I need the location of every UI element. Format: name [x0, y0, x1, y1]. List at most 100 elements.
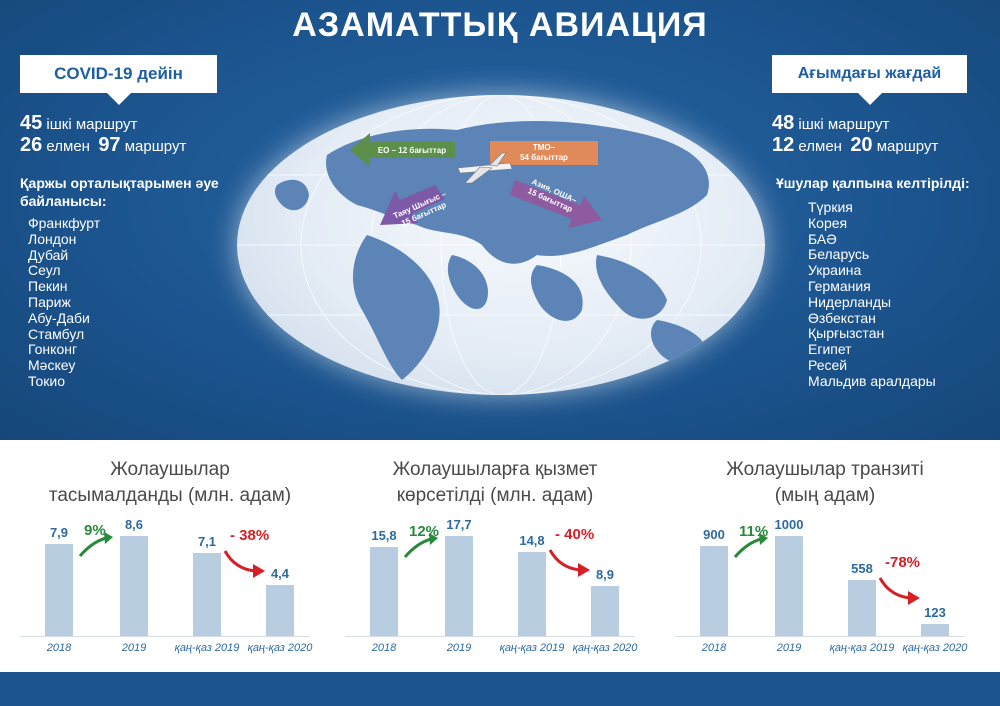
chart-x-label: 2019 [776, 642, 802, 654]
current-domestic-label: ішкі маршрут [798, 116, 890, 133]
cis-arrow-label: ТМО– 54 бағыттар [520, 143, 568, 162]
decline-percent: -78% [885, 554, 921, 572]
route-arrows [350, 133, 602, 228]
before-countries-label: елмен [46, 138, 90, 155]
current-state-heading: Ағымдағы жағдай [772, 55, 967, 105]
chart-bar [370, 547, 398, 636]
chart-value-label: 4,4 [270, 566, 290, 581]
growth-arrow-icon [78, 532, 113, 558]
growth-percent: 12% [409, 523, 440, 541]
chart-value-label: 123 [924, 605, 946, 620]
current-routes-label: маршрут [876, 138, 939, 155]
country-item: Ресей [808, 356, 848, 373]
growth-percent: 11% [739, 523, 769, 540]
chart-bar [445, 536, 473, 636]
country-item: Нидерланды [808, 293, 892, 310]
decline-arrow-icon [548, 549, 590, 578]
hub-item: Гонконг [28, 341, 78, 358]
chart-title: Жолаушылар тасымалданды (млн. адам) [48, 459, 292, 506]
country-item: Египет [808, 341, 852, 358]
country-item: Мальдив аралдары [808, 372, 936, 389]
chart-x-label: 2019 [121, 642, 147, 654]
eu-arrow-label: ЕО – 12 бағыттар [377, 146, 447, 155]
before-domestic-label: ішкі маршрут [46, 116, 138, 133]
chart-panel: Жолаушыларға қызмет көрсетілді (млн. ада… [345, 450, 645, 670]
asia-arrow-shape [510, 180, 602, 228]
hub-item: Пекин [28, 278, 68, 295]
hub-item: Токио [28, 372, 65, 389]
eu-arrow-shape [350, 133, 455, 167]
chart-x-label: 2018 [701, 642, 727, 654]
hub-item: Лондон [28, 230, 77, 247]
before-stats: 45 ішкі маршрут 26 елмен 97 маршрут [20, 113, 186, 157]
chart-panel: Жолаушылар тасымалданды (млн. адам) 7,9 20… [20, 450, 320, 670]
chart-bar [120, 536, 148, 636]
chart-x-label: қаң-қаз 2020 [902, 642, 968, 654]
before-countries-num: 26 [20, 134, 43, 156]
current-countries-num: 12 [772, 134, 795, 156]
page-title: АЗАМАТТЫҚ АВИАЦИЯ [292, 6, 708, 44]
chart-baseline [20, 636, 310, 637]
cis-arrow-shape [490, 141, 598, 165]
chart-baseline [675, 636, 965, 637]
before-routes-num: 97 [98, 134, 121, 156]
chart-x-label: 2018 [46, 642, 72, 654]
before-international-row: 26 елмен 97 маршрут [20, 135, 186, 157]
country-item: Украина [808, 262, 862, 279]
current-countries-label: елмен [798, 138, 842, 155]
hub-item: Франкфурт [28, 215, 101, 231]
chart-bar [775, 536, 803, 636]
chart-x-label: қаң-қаз 2020 [572, 642, 638, 654]
hub-item: Абу-Даби [28, 309, 90, 326]
hubs-title: Қаржы орталықтарымен әуе байланысы: [20, 175, 219, 209]
chart-baseline [345, 636, 635, 637]
chart-x-label: қаң-қаз 2019 [829, 642, 895, 654]
hub-item: Стамбул [28, 325, 85, 342]
country-item: Түркия [808, 199, 853, 215]
growth-arrow-icon [733, 533, 768, 558]
before-domestic-row: 45 ішкі маршрут [20, 113, 186, 135]
mideast-arrow-shape [380, 185, 445, 225]
chart-value-label: 8,9 [595, 567, 615, 582]
current-domestic-num: 48 [772, 112, 795, 134]
chart-bar [848, 580, 876, 636]
footer-bar [0, 672, 1000, 706]
growth-percent: 9% [84, 522, 106, 540]
current-domestic-row: 48 ішкі маршрут [772, 113, 938, 135]
chart-title: Жолаушылар транзиті (мың адам) [726, 459, 924, 506]
restored-countries-list: Түркия Корея БАӘ Беларусь Украина Германия Нид… [808, 199, 936, 390]
decline-arrow-icon [223, 550, 265, 579]
before-domestic-num: 45 [20, 112, 43, 134]
chart-value-label: 17,7 [446, 517, 472, 532]
header-section: АЗАМАТТЫҚ АВИАЦИЯ [0, 0, 1000, 440]
chart-x-label: қаң-қаз 2019 [174, 642, 240, 654]
chart-bar [266, 585, 294, 636]
country-item: Германия [808, 277, 871, 294]
country-item: Корея [808, 214, 848, 231]
chart-value-label: 15,8 [371, 528, 397, 543]
chart-value-label: 7,9 [49, 525, 69, 540]
chart-panel: Жолаушылар транзиті (мың адам) 900 2018 100… [675, 450, 975, 670]
before-routes-label: маршрут [124, 138, 187, 155]
chart-x-label: 2019 [446, 642, 472, 654]
chart-x-label: қаң-қаз 2019 [499, 642, 565, 654]
chart-bar [700, 546, 728, 636]
current-stats: 48 ішкі маршрут 12 елмен 20 маршрут [772, 113, 938, 157]
hubs-list: Франкфурт Лондон Дубай Сеул Пекин Париж Абу-Да… [28, 215, 101, 390]
airplane-icon [457, 152, 513, 184]
current-routes-num: 20 [850, 134, 873, 156]
growth-arrow-icon [403, 533, 438, 559]
chart-x-label: 2018 [371, 642, 397, 654]
chart-bar [45, 544, 73, 636]
current-international-row: 12 елмен 20 маршрут [772, 135, 938, 157]
chart-value-label: 7,1 [197, 534, 217, 549]
chart-value-label: 558 [851, 561, 873, 576]
country-item: Өзбекстан [808, 309, 876, 326]
country-item: Қырғызстан [808, 325, 885, 342]
chart-x-label: қаң-қаз 2020 [247, 642, 313, 654]
chart-bar [591, 586, 619, 636]
decline-percent: - 40% [555, 526, 595, 544]
chart-bar [921, 624, 949, 636]
hub-item: Дубай [28, 246, 69, 263]
chart-bar [518, 552, 546, 636]
